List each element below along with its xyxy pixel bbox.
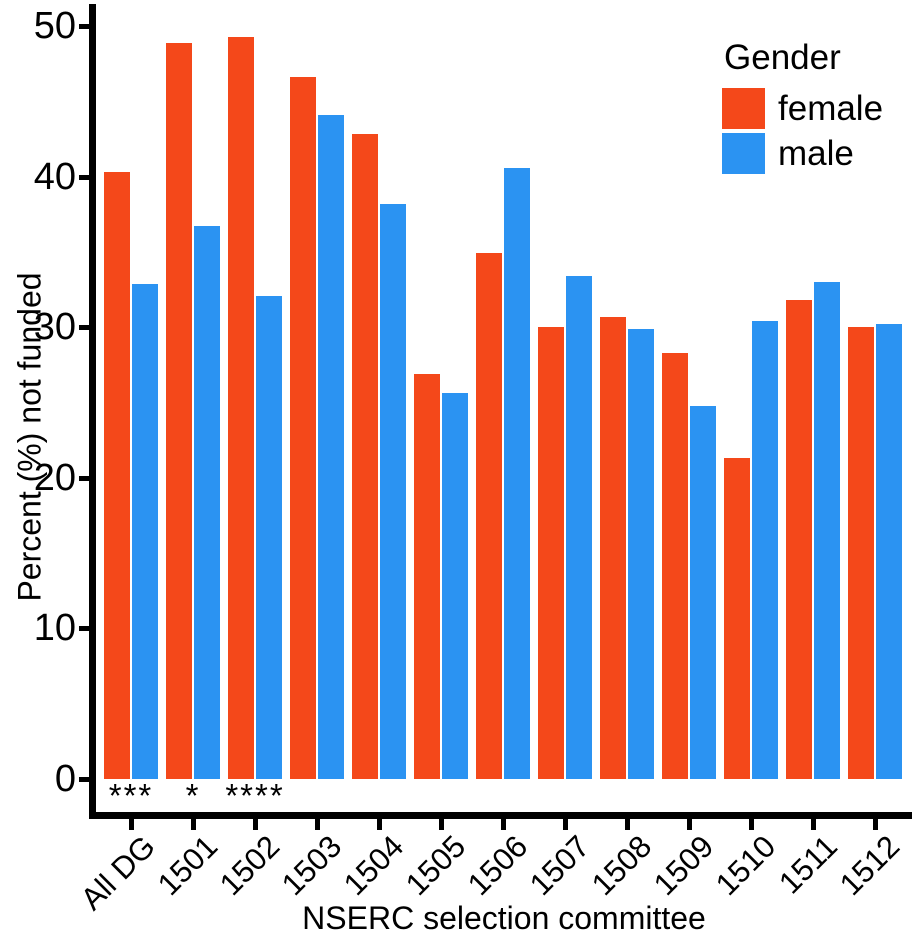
x-tick-label: 1510 xyxy=(708,828,783,903)
bar-female-1510 xyxy=(724,458,750,779)
y-tick-mark xyxy=(79,777,89,782)
y-tick-mark xyxy=(79,626,89,632)
y-tick-label: 30 xyxy=(33,306,76,349)
y-tick-label: 40 xyxy=(33,155,76,198)
bar-female-1507 xyxy=(538,327,564,779)
bar-male-1504 xyxy=(380,203,406,779)
x-tick-label: 1505 xyxy=(398,828,473,903)
bar-male-1508 xyxy=(628,328,654,779)
bar-male-1509 xyxy=(690,405,716,779)
bar-male-all-dg xyxy=(132,283,158,779)
x-tick-mark xyxy=(687,819,692,830)
x-tick-label: 1509 xyxy=(646,828,721,903)
x-tick-label: 1501 xyxy=(150,828,225,903)
significance-stars: * xyxy=(185,777,201,814)
x-tick-label: 1508 xyxy=(584,828,659,903)
bar-female-1501 xyxy=(166,42,192,779)
x-tick-label: 1506 xyxy=(460,828,535,903)
bar-female-1505 xyxy=(414,373,440,779)
y-tick-mark xyxy=(79,475,89,481)
legend-title: Gender xyxy=(724,38,841,77)
significance-stars: **** xyxy=(225,777,285,814)
bar-male-1505 xyxy=(442,393,468,779)
x-tick-label: 1503 xyxy=(274,828,349,903)
x-tick-mark xyxy=(811,819,816,830)
bar-female-all-dg xyxy=(104,172,130,779)
x-tick-mark xyxy=(315,819,320,830)
y-tick-mark xyxy=(79,325,89,331)
legend-entry-female: female xyxy=(722,88,883,129)
legend-swatch-male xyxy=(722,133,765,174)
legend-swatch-female xyxy=(722,88,765,129)
legend: Gender female male xyxy=(722,38,883,178)
y-tick-label: 50 xyxy=(33,5,76,47)
legend-label-male: male xyxy=(778,133,854,173)
x-tick-mark xyxy=(873,819,878,830)
y-tick-mark xyxy=(79,24,89,29)
x-tick-label: 1511 xyxy=(772,828,845,901)
y-axis-line xyxy=(89,4,96,818)
x-axis-title: NSERC selection committee xyxy=(302,900,706,936)
x-tick-mark xyxy=(439,819,444,830)
bar-male-1503 xyxy=(318,114,344,779)
x-tick-label: 1507 xyxy=(522,828,597,903)
bar-male-1511 xyxy=(814,282,840,779)
x-tick-label: 1504 xyxy=(336,828,411,903)
x-tick-mark xyxy=(191,819,196,830)
bar-male-1512 xyxy=(876,324,902,779)
x-tick-mark xyxy=(377,819,382,830)
bar-female-1512 xyxy=(848,327,874,779)
legend-label-female: female xyxy=(778,88,884,128)
bar-male-1510 xyxy=(752,321,778,779)
bar-male-1506 xyxy=(504,167,530,779)
legend-entry-male: male xyxy=(722,133,883,174)
x-tick-mark xyxy=(253,819,258,830)
bar-male-1502 xyxy=(256,295,282,779)
y-tick-label: 20 xyxy=(33,456,76,499)
x-tick-label: 1512 xyxy=(832,828,907,903)
bar-female-1509 xyxy=(662,352,688,779)
bar-male-1507 xyxy=(566,275,592,779)
bar-female-1503 xyxy=(290,77,316,779)
x-tick-label: 1502 xyxy=(212,828,287,903)
bar-male-1501 xyxy=(194,226,220,779)
bar-female-1504 xyxy=(352,134,378,779)
x-tick-mark xyxy=(563,819,568,830)
x-axis-line xyxy=(89,812,912,819)
x-tick-mark xyxy=(129,819,134,830)
bar-female-1506 xyxy=(476,253,502,779)
bar-female-1502 xyxy=(228,36,254,779)
y-tick-label: 0 xyxy=(54,758,76,800)
x-tick-mark xyxy=(625,819,630,830)
significance-stars: *** xyxy=(108,777,154,814)
y-tick-label: 10 xyxy=(33,607,76,650)
bar-female-1511 xyxy=(786,300,812,779)
x-tick-mark xyxy=(501,819,506,830)
y-tick-mark xyxy=(79,174,89,180)
bar-female-1508 xyxy=(600,316,626,779)
x-tick-mark xyxy=(749,819,754,830)
